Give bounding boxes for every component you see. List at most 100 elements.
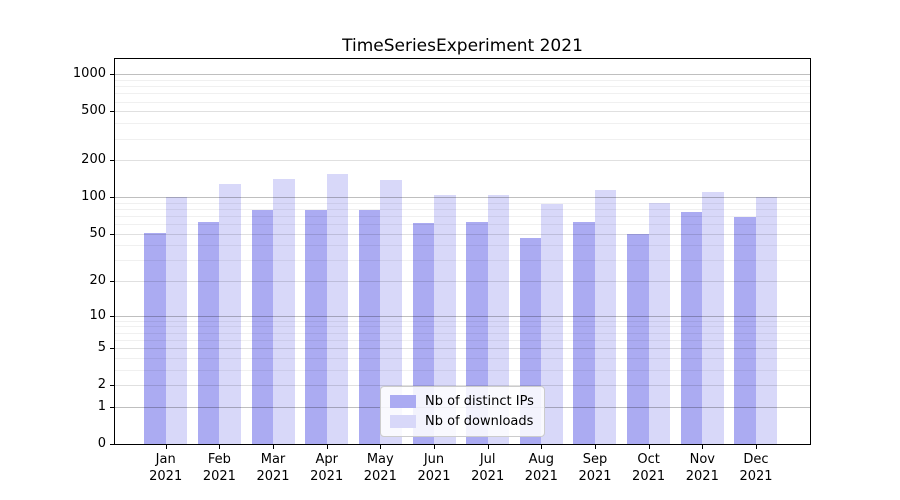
legend-swatch-icon — [390, 395, 416, 408]
gridline-y-2 — [115, 385, 810, 387]
x-tick-label-line: Aug — [528, 452, 554, 467]
gridline-y-9 — [115, 320, 810, 322]
x-tick-label-line: Dec — [743, 452, 769, 467]
gridline-y-10 — [115, 315, 810, 317]
x-tick-mark-may — [380, 445, 382, 449]
x-tick-mark-apr — [326, 445, 328, 449]
x-tick-mark-sep — [595, 445, 596, 449]
gridline-y-100 — [115, 197, 810, 198]
gridline-y-50 — [115, 233, 810, 235]
legend: Nb of distinct IPs Nb of downloads — [380, 386, 545, 437]
y-tick-mark-200 — [110, 160, 114, 162]
y-tick-mark-2 — [110, 385, 114, 387]
x-tick-label-line: Apr — [315, 452, 338, 467]
x-tick-mark-jan — [165, 445, 167, 449]
x-tick-label-line: 2021 — [578, 469, 612, 484]
bar-distinct-ips-apr — [305, 209, 327, 444]
x-tick-label-jan: Jan 2021 — [134, 451, 198, 485]
x-tick-mark-jul — [487, 445, 489, 449]
legend-label: Nb of distinct IPs — [425, 394, 534, 409]
y-tick-mark-20 — [110, 281, 114, 283]
plot-area: Nb of distinct IPs Nb of downloads — [114, 58, 811, 445]
x-tick-label-line: 2021 — [632, 469, 666, 484]
y-tick-mark-1000 — [110, 74, 114, 76]
y-tick-label-20: 20 — [89, 273, 106, 289]
gridline-y-500 — [115, 111, 810, 113]
x-tick-label-oct: Oct 2021 — [617, 451, 681, 485]
bar-distinct-ips-dec — [734, 217, 756, 444]
gridline-y-300 — [115, 138, 810, 140]
bar-downloads-feb — [219, 183, 241, 444]
gridline-y-8 — [115, 326, 810, 328]
y-tick-label-100: 100 — [81, 189, 106, 204]
x-tick-mark-aug — [541, 445, 543, 449]
gridline-y-400 — [115, 123, 810, 125]
x-tick-label-line: Jul — [479, 452, 496, 467]
x-tick-label-line: Mar — [260, 452, 286, 467]
gridline-y-7 — [115, 332, 810, 334]
gridline-y-900 — [115, 79, 810, 81]
bar-distinct-ips-jan — [144, 232, 166, 444]
gridline-y-20 — [115, 281, 810, 283]
y-tick-label-10: 10 — [89, 307, 106, 323]
gridline-y-4 — [115, 357, 810, 359]
x-tick-label-line: 2021 — [524, 469, 558, 484]
y-tick-label-500: 500 — [81, 103, 106, 119]
x-tick-label-mar: Mar 2021 — [241, 451, 305, 485]
gridline-y-600 — [115, 101, 810, 103]
gridline-y-30 — [115, 260, 810, 262]
x-tick-label-line: 2021 — [310, 469, 344, 484]
x-tick-label-jul: Jul 2021 — [456, 451, 520, 485]
gridline-y-60 — [115, 224, 810, 225]
x-tick-label-line: Nov — [689, 452, 715, 467]
x-tick-label-may: May 2021 — [348, 451, 412, 485]
x-tick-label-line: May — [366, 452, 394, 467]
y-tick-label-50: 50 — [89, 225, 106, 241]
x-tick-label-line: Feb — [207, 452, 231, 467]
x-tick-label-line: 2021 — [149, 469, 183, 484]
bar-downloads-nov — [702, 191, 724, 444]
gridline-y-6 — [115, 339, 810, 341]
x-tick-label-line: 2021 — [202, 469, 236, 484]
bar-downloads-mar — [273, 179, 295, 444]
x-tick-mark-mar — [273, 445, 274, 449]
bar-downloads-jan — [165, 197, 188, 444]
legend-item-distinct-ips: Nb of distinct IPs — [390, 394, 534, 409]
bar-downloads-jun — [434, 195, 456, 444]
gridline-y-1000 — [115, 74, 810, 76]
x-tick-mark-oct — [648, 445, 650, 449]
gridline-y-200 — [115, 160, 810, 162]
y-tick-label-5: 5 — [97, 340, 106, 356]
gridline-y-800 — [115, 86, 810, 88]
bar-downloads-apr — [326, 174, 349, 444]
x-tick-label-line: 2021 — [471, 469, 505, 484]
bar-distinct-ips-nov — [680, 211, 703, 444]
legend-swatch-icon — [390, 415, 416, 428]
x-tick-label-feb: Feb 2021 — [187, 451, 251, 485]
y-tick-label-1000: 1000 — [72, 66, 106, 82]
gridline-y-3 — [115, 369, 810, 371]
gridline-y-90 — [115, 202, 810, 204]
y-tick-mark-500 — [110, 111, 114, 113]
legend-item-downloads: Nb of downloads — [390, 414, 534, 429]
x-tick-label-line: 2021 — [739, 469, 773, 484]
bar-distinct-ips-sep — [573, 222, 595, 444]
x-tick-mark-dec — [756, 445, 757, 449]
y-tick-mark-0 — [110, 444, 114, 445]
bar-distinct-ips-feb — [197, 222, 220, 444]
y-tick-mark-100 — [110, 197, 114, 198]
y-tick-label-200: 200 — [81, 152, 106, 168]
gridline-y-70 — [115, 215, 810, 217]
x-tick-mark-feb — [219, 445, 221, 449]
bar-distinct-ips-may — [358, 209, 381, 444]
bar-distinct-ips-oct — [627, 233, 649, 444]
x-tick-label-jun: Jun 2021 — [402, 451, 466, 485]
bar-downloads-aug — [541, 203, 563, 444]
x-tick-label-line: 2021 — [256, 469, 290, 484]
x-tick-label-line: 2021 — [685, 469, 719, 484]
x-tick-label-line: Oct — [637, 452, 660, 467]
x-tick-mark-jun — [434, 445, 435, 449]
bar-distinct-ips-mar — [251, 209, 274, 444]
x-tick-label-line: Sep — [582, 452, 608, 467]
